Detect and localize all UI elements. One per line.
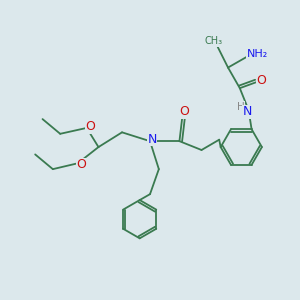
Text: N: N	[147, 133, 157, 146]
Text: CH₃: CH₃	[204, 36, 222, 46]
Text: NH₂: NH₂	[247, 49, 268, 59]
Text: O: O	[256, 74, 266, 87]
Text: H: H	[236, 102, 244, 112]
Text: O: O	[85, 120, 95, 133]
Text: O: O	[76, 158, 86, 171]
Text: N: N	[242, 105, 252, 118]
Text: O: O	[179, 105, 189, 118]
